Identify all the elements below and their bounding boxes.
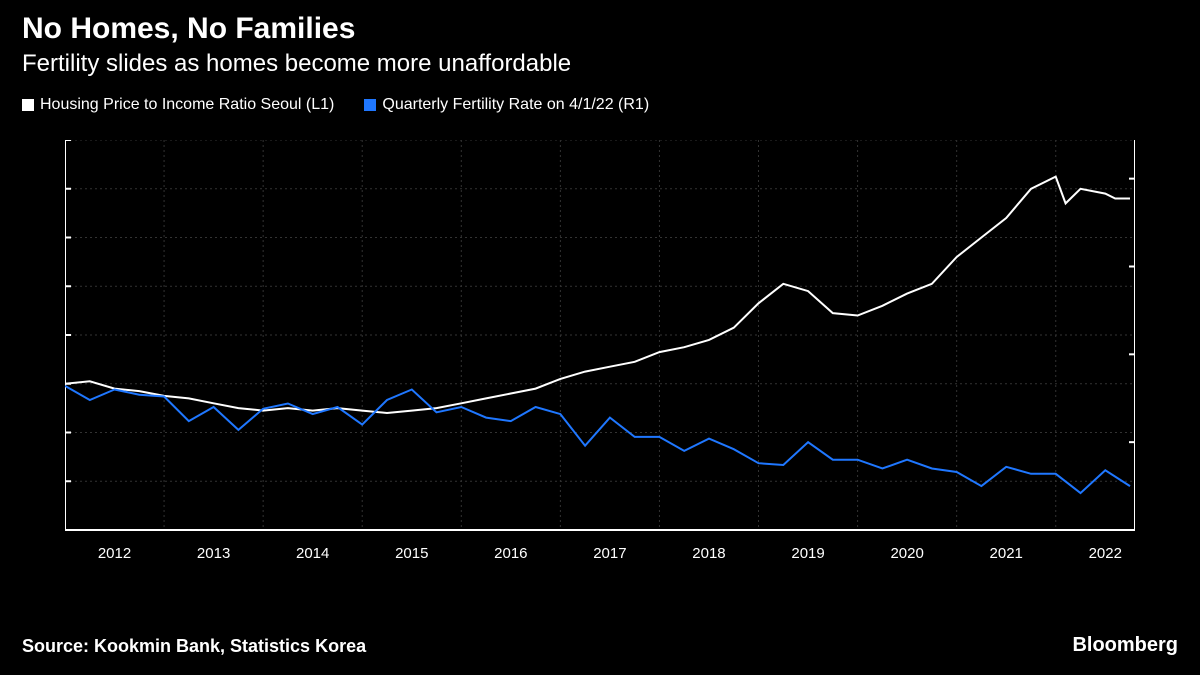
legend-swatch-1 xyxy=(22,99,34,111)
svg-text:2017: 2017 xyxy=(593,545,626,562)
svg-text:2022: 2022 xyxy=(1089,545,1122,562)
source-attribution: Source: Kookmin Bank, Statistics Korea xyxy=(22,636,366,657)
chart-plot-area: 6.08.010.012.014.016.018.020.01.001.502.… xyxy=(65,140,1135,580)
svg-text:2015: 2015 xyxy=(395,545,428,562)
svg-text:2019: 2019 xyxy=(791,545,824,562)
svg-text:2013: 2013 xyxy=(197,545,230,562)
chart-svg: 6.08.010.012.014.016.018.020.01.001.502.… xyxy=(65,140,1135,580)
svg-text:2014: 2014 xyxy=(296,545,329,562)
legend: Housing Price to Income Ratio Seoul (L1)… xyxy=(0,78,1200,114)
svg-text:2016: 2016 xyxy=(494,545,527,562)
svg-text:2012: 2012 xyxy=(98,545,131,562)
legend-item-2: Quarterly Fertility Rate on 4/1/22 (R1) xyxy=(364,96,649,114)
svg-text:2021: 2021 xyxy=(990,545,1023,562)
chart-subtitle: Fertility slides as homes become more un… xyxy=(0,46,1200,78)
chart-title: No Homes, No Families xyxy=(0,0,1200,46)
legend-swatch-2 xyxy=(364,99,376,111)
legend-label-2: Quarterly Fertility Rate on 4/1/22 (R1) xyxy=(382,96,649,114)
brand-logo: Bloomberg xyxy=(1072,634,1178,657)
svg-text:2020: 2020 xyxy=(890,545,923,562)
legend-label-1: Housing Price to Income Ratio Seoul (L1) xyxy=(40,96,334,114)
svg-text:2018: 2018 xyxy=(692,545,725,562)
legend-item-1: Housing Price to Income Ratio Seoul (L1) xyxy=(22,96,334,114)
